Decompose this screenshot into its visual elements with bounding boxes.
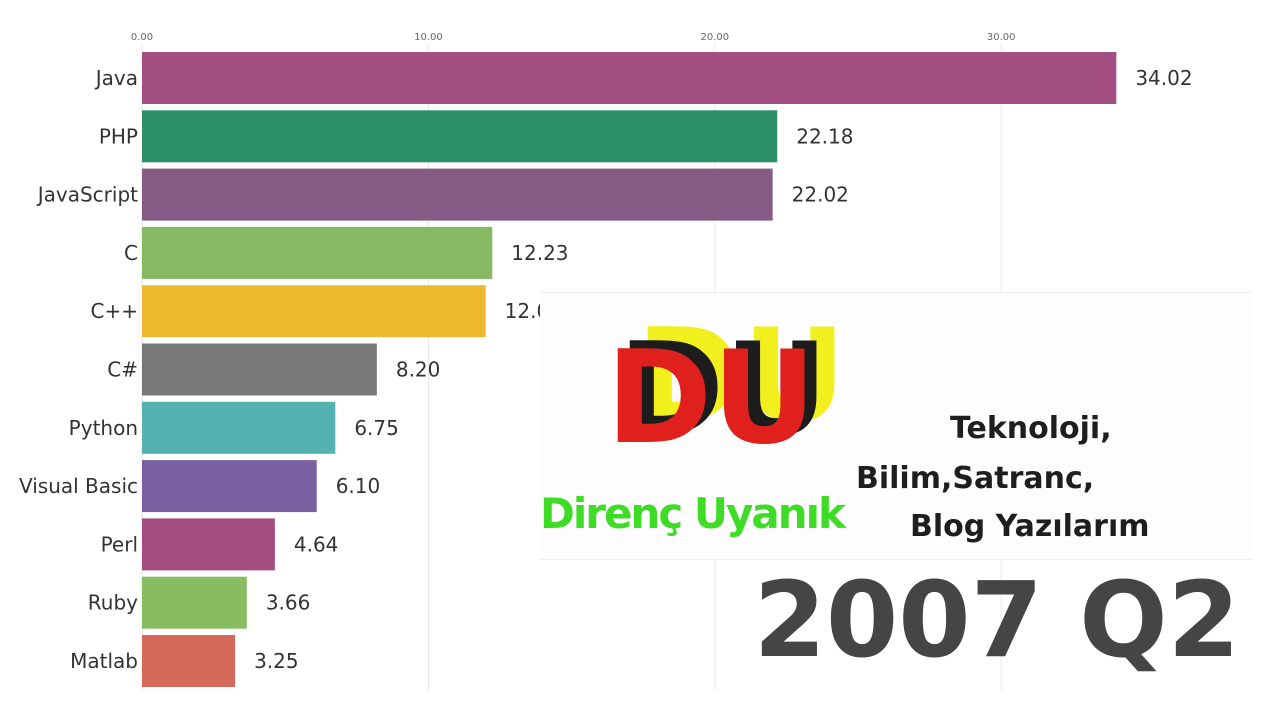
bar [142, 168, 773, 221]
logo-mark: DU DU DU [590, 313, 846, 483]
category-label: Java [94, 66, 138, 90]
value-label: 6.10 [336, 474, 381, 498]
value-label: 6.75 [354, 416, 399, 440]
bar [142, 401, 336, 454]
value-label: 3.25 [254, 649, 299, 673]
bar [142, 110, 778, 163]
logo-tagline-1: Teknoloji, [950, 411, 1112, 446]
logo-name: Direnç Uyanık [540, 489, 846, 538]
x-tick-label: 0.00 [131, 32, 153, 43]
bar [142, 343, 377, 396]
category-labels: Java PHP JavaScript C C++ C# Python Visual Basi… [19, 66, 138, 673]
category-label: C# [107, 358, 138, 382]
category-label: Perl [101, 532, 138, 556]
category-label: C [124, 241, 138, 265]
x-tick-label: 10.00 [414, 32, 443, 43]
category-label: PHP [99, 124, 138, 148]
period-label: 2007 Q2 [753, 559, 1240, 681]
bar [142, 226, 493, 279]
logo-letters-yellow: DU [636, 302, 847, 451]
x-tick-label: 30.00 [987, 32, 1016, 43]
category-label: Python [69, 416, 138, 440]
category-label: Visual Basic [19, 474, 138, 498]
bar [142, 52, 1117, 104]
bar [142, 518, 275, 571]
value-label: 4.64 [294, 532, 339, 556]
value-label: 12.23 [511, 241, 568, 265]
value-label: 8.20 [396, 358, 441, 382]
value-label: 22.02 [792, 183, 849, 207]
logo-watermark: DU DU DU Direnç Uyanık Teknoloji, Bilim,… [540, 292, 1252, 560]
logo-tagline-3: Blog Yazılarım [910, 509, 1150, 544]
bar [142, 635, 236, 687]
value-label: 34.02 [1135, 66, 1192, 90]
value-label: 22.18 [796, 124, 853, 148]
category-label: Matlab [70, 649, 138, 673]
logo-letters-red: DU [606, 324, 817, 473]
bars [142, 52, 1117, 687]
category-label: Ruby [88, 591, 138, 615]
value-label: 3.66 [266, 591, 311, 615]
bar [142, 285, 486, 338]
x-tick-label: 20.00 [700, 32, 729, 43]
logo-letters-shadow: DU [618, 316, 829, 465]
logo-tagline-2: Bilim,Satranc, [856, 461, 1095, 496]
category-label: JavaScript [36, 183, 138, 207]
bar [142, 460, 317, 513]
bar [142, 576, 247, 629]
category-label: C++ [91, 299, 138, 323]
x-axis-ticks: 0.00 10.00 20.00 30.00 [131, 32, 1016, 43]
